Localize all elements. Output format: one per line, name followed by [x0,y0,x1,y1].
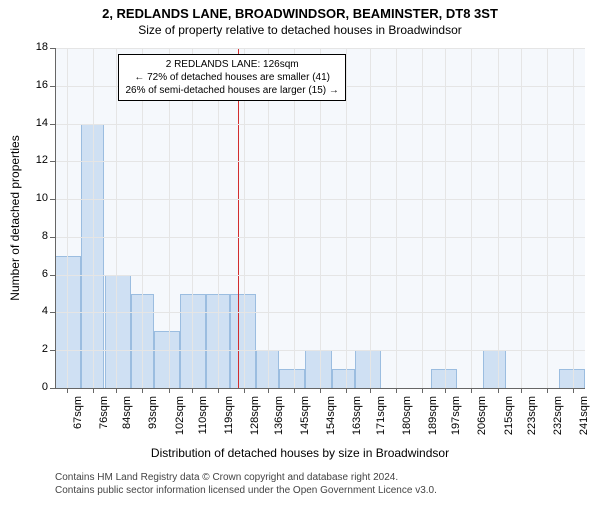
histogram-chart: 2, REDLANDS LANE, BROADWINDSOR, BEAMINST… [0,6,600,506]
xtick-label: 84sqm [121,396,133,446]
ytick-label: 8 [23,230,48,242]
histogram-bar [154,331,180,388]
gridline-v [471,48,472,388]
ytick-label: 2 [23,343,48,355]
xtick-label: 232sqm [552,396,564,446]
xtick-label: 67sqm [72,396,84,446]
histogram-bar [431,369,457,388]
gridline-v [346,48,347,388]
y-axis-line [55,48,56,388]
ytick-label: 12 [23,154,48,166]
gridline-v [573,48,574,388]
ytick-label: 0 [23,381,48,393]
ytick-label: 4 [23,305,48,317]
xtick-label: 76sqm [98,396,110,446]
chart-title: 2, REDLANDS LANE, BROADWINDSOR, BEAMINST… [0,6,600,21]
histogram-bar [332,369,355,388]
gridline-v [93,48,94,388]
chart-subtitle: Size of property relative to detached ho… [0,23,600,37]
xtick-label: 241sqm [578,396,590,446]
gridline-v [370,48,371,388]
histogram-bar [230,294,256,388]
gridline-v [67,48,68,388]
chart-footer: Contains HM Land Registry data © Crown c… [55,471,437,497]
histogram-bar [279,369,305,388]
gridline-v [422,48,423,388]
gridline-v [498,48,499,388]
annotation-box: 2 REDLANDS LANE: 126sqm← 72% of detached… [118,54,345,101]
histogram-bar [483,350,506,388]
xtick-label: 206sqm [476,396,488,446]
xtick-label: 102sqm [174,396,186,446]
ytick-label: 16 [23,79,48,91]
annotation-line: 26% of semi-detached houses are larger (… [125,84,338,97]
histogram-bar [305,350,331,388]
ytick-label: 14 [23,117,48,129]
xtick-label: 215sqm [503,396,515,446]
xtick-label: 145sqm [299,396,311,446]
gridline-v [521,48,522,388]
annotation-line: ← 72% of detached houses are smaller (41… [125,71,338,84]
xtick-label: 93sqm [147,396,159,446]
gridline-v [445,48,446,388]
xtick-label: 223sqm [526,396,538,446]
ytick-label: 6 [23,268,48,280]
xtick-label: 154sqm [325,396,337,446]
ytick-label: 18 [23,41,48,53]
histogram-bar [559,369,585,388]
annotation-line: 2 REDLANDS LANE: 126sqm [125,58,338,71]
xtick-label: 119sqm [223,396,235,446]
y-axis-label: Number of detached properties [8,128,22,308]
xtick-label: 110sqm [197,396,209,446]
xtick-label: 136sqm [273,396,285,446]
x-axis-line [55,388,585,389]
histogram-bar [355,350,381,388]
footer-line-2: Contains public sector information licen… [55,484,437,497]
gridline-v [116,48,117,388]
xtick-label: 180sqm [401,396,413,446]
gridline-v [396,48,397,388]
xtick-label: 197sqm [450,396,462,446]
ytick-label: 10 [23,192,48,204]
histogram-bar [105,275,131,388]
xtick-label: 171sqm [375,396,387,446]
xtick-label: 189sqm [427,396,439,446]
footer-line-1: Contains HM Land Registry data © Crown c… [55,471,437,484]
x-axis-label: Distribution of detached houses by size … [0,446,600,460]
gridline-v [547,48,548,388]
histogram-bar [180,294,206,388]
xtick-label: 128sqm [249,396,261,446]
xtick-label: 163sqm [351,396,363,446]
